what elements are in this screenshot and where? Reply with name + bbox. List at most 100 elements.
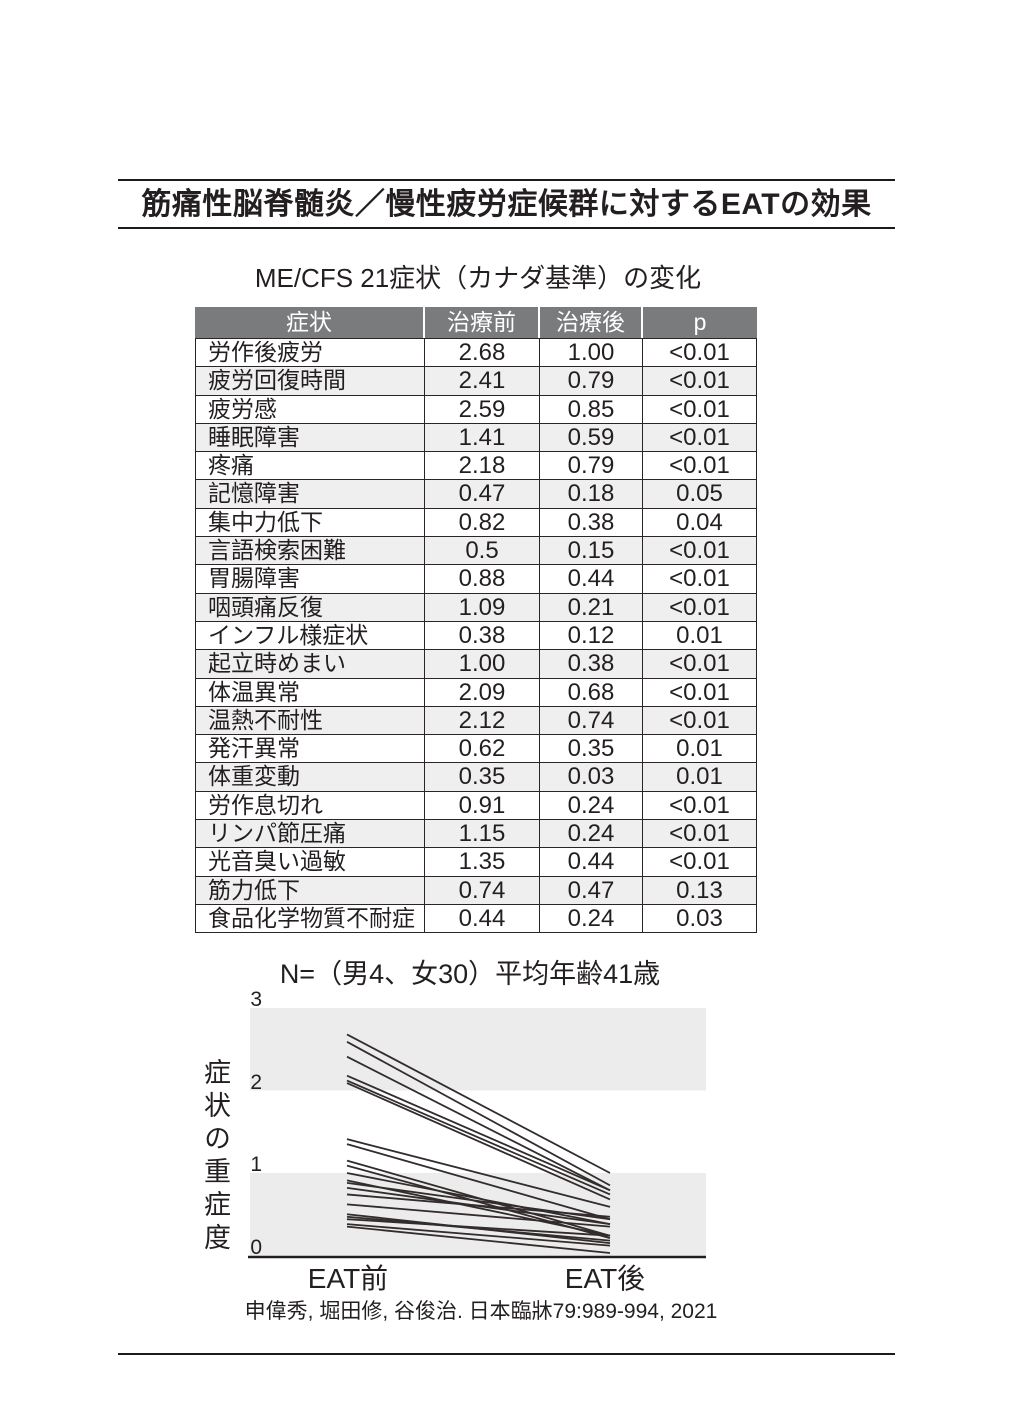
post-value-cell: 0.24 (540, 790, 643, 820)
symptom-cell: 睡眠障害 (195, 422, 425, 452)
table-row: 光音臭い過敏 1.35 0.44 <0.01 (195, 847, 757, 876)
p-value-cell: <0.01 (643, 819, 757, 848)
citation-text: 申偉秀, 堀田修, 谷俊治. 日本臨牀79:989-994, 2021 (244, 1300, 718, 1323)
post-value-cell: 0.38 (540, 507, 643, 537)
symptom-cell: 筋力低下 (195, 875, 425, 904)
pre-value-cell: 0.82 (425, 507, 540, 537)
post-value-cell: 0.38 (540, 649, 643, 678)
table-row: 胃腸障害 0.88 0.44 <0.01 (195, 564, 757, 593)
symptom-cell: 胃腸障害 (195, 564, 425, 593)
symptom-cell: 疲労回復時間 (195, 366, 425, 395)
pre-value-cell: 0.88 (425, 564, 540, 593)
symptom-cell: 疼痛 (195, 451, 425, 480)
pre-value-cell: 0.44 (425, 903, 540, 934)
pre-value-cell: 2.59 (425, 394, 540, 423)
symptom-cell: 発汗異常 (195, 734, 425, 763)
pre-value-cell: 1.35 (425, 847, 540, 876)
p-value-cell: <0.01 (643, 338, 757, 367)
p-value-cell: 0.05 (643, 479, 757, 508)
pre-value-cell: 2.41 (425, 366, 540, 395)
y-tick-label: 2 (250, 1070, 262, 1094)
data-line (346, 1079, 611, 1196)
table-row: 集中力低下 0.82 0.38 0.04 (195, 507, 757, 537)
table-row: 起立時めまい 1.00 0.38 <0.01 (195, 649, 757, 678)
header-symptom: 症状 (195, 307, 425, 338)
pre-value-cell: 2.68 (425, 338, 540, 367)
header-post-treatment: 治療後 (540, 307, 643, 338)
p-value-cell: 0.01 (643, 734, 757, 763)
y-tick-label: 1 (250, 1153, 262, 1176)
table-row: 体重変動 0.35 0.03 0.01 (195, 762, 757, 791)
pre-value-cell: 2.09 (425, 677, 540, 706)
chart-grid-band (250, 1173, 706, 1256)
table-row: 疼痛 2.18 0.79 <0.01 (195, 451, 757, 480)
table-row: 言語検索困難 0.5 0.15 <0.01 (195, 536, 757, 565)
symptom-cell: 起立時めまい (195, 649, 425, 678)
pre-value-cell: 1.41 (425, 422, 540, 452)
p-value-cell: <0.01 (643, 592, 757, 621)
chart-svg (248, 1008, 706, 1259)
x-axis-label-pre: EAT前 (307, 1263, 389, 1294)
x-axis-label-post: EAT後 (564, 1263, 646, 1294)
table-row: 咽頭痛反復 1.09 0.21 <0.01 (195, 592, 757, 621)
pre-value-cell: 0.62 (425, 734, 540, 763)
header-p-value: p (643, 307, 757, 338)
post-value-cell: 0.85 (540, 394, 643, 423)
p-value-cell: <0.01 (643, 847, 757, 876)
p-value-cell: <0.01 (643, 536, 757, 565)
post-value-cell: 0.79 (540, 451, 643, 480)
p-value-cell: <0.01 (643, 677, 757, 706)
pre-value-cell: 1.09 (425, 592, 540, 621)
table-row: 発汗異常 0.62 0.35 0.01 (195, 734, 757, 763)
table-row: 食品化学物質不耐症 0.44 0.24 0.03 (195, 903, 757, 934)
post-value-cell: 0.15 (540, 536, 643, 565)
data-line (346, 1223, 611, 1247)
y-axis-label: 症状の重症度 (200, 1058, 230, 1256)
p-value-cell: 0.04 (643, 507, 757, 537)
data-line (346, 1041, 611, 1187)
pre-value-cell: 0.47 (425, 479, 540, 508)
symptom-cell: 労作息切れ (195, 790, 425, 820)
symptom-table-body: 労作後疲労 2.68 1.00 <0.01 疲労回復時間 2.41 0.79 <0.01 疲労感… (195, 338, 757, 934)
table-row: 温熱不耐性 2.12 0.74 <0.01 (195, 705, 757, 735)
symptom-cell: 集中力低下 (195, 507, 425, 537)
data-line (346, 1213, 611, 1245)
header-row: 症状 治療前 治療後 p (195, 307, 757, 338)
y-tick-label: 3 (250, 988, 262, 1011)
table-row: リンパ節圧痛 1.15 0.24 <0.01 (195, 819, 757, 848)
p-value-cell: <0.01 (643, 705, 757, 735)
pre-value-cell: 1.00 (425, 649, 540, 678)
data-line (346, 1143, 611, 1221)
symptom-table-header: 症状 治療前 治療後 p (195, 307, 757, 338)
table-row: インフル様症状 0.38 0.12 0.01 (195, 620, 757, 650)
pre-value-cell: 0.38 (425, 620, 540, 650)
table-row: 体温異常 2.09 0.68 <0.01 (195, 677, 757, 706)
symptom-cell: リンパ節圧痛 (195, 819, 425, 848)
y-tick-label: 0 (250, 1235, 262, 1259)
pre-value-cell: 0.74 (425, 875, 540, 904)
data-line (346, 1074, 611, 1192)
table-row: 疲労感 2.59 0.85 <0.01 (195, 394, 757, 423)
post-value-cell: 0.68 (540, 677, 643, 706)
p-value-cell: 0.01 (643, 620, 757, 650)
post-value-cell: 0.35 (540, 734, 643, 763)
table-row: 労作息切れ 0.91 0.24 <0.01 (195, 790, 757, 820)
symptom-cell: 疲労感 (195, 394, 425, 423)
pre-value-cell: 0.35 (425, 762, 540, 791)
post-value-cell: 0.74 (540, 705, 643, 735)
horizontal-rule-under-title (118, 227, 895, 229)
symptom-cell: インフル様症状 (195, 620, 425, 650)
post-value-cell: 0.44 (540, 847, 643, 876)
p-value-cell: <0.01 (643, 564, 757, 593)
data-line (346, 1193, 611, 1218)
pre-value-cell: 0.5 (425, 536, 540, 565)
p-value-cell: 0.13 (643, 875, 757, 904)
pre-value-cell: 2.12 (425, 705, 540, 735)
chart-grid-band (250, 1008, 706, 1091)
data-line (346, 1179, 611, 1237)
post-value-cell: 0.18 (540, 479, 643, 508)
symptom-cell: 食品化学物質不耐症 (195, 903, 425, 934)
post-value-cell: 0.03 (540, 762, 643, 791)
symptom-cell: 温熱不耐性 (195, 705, 425, 735)
